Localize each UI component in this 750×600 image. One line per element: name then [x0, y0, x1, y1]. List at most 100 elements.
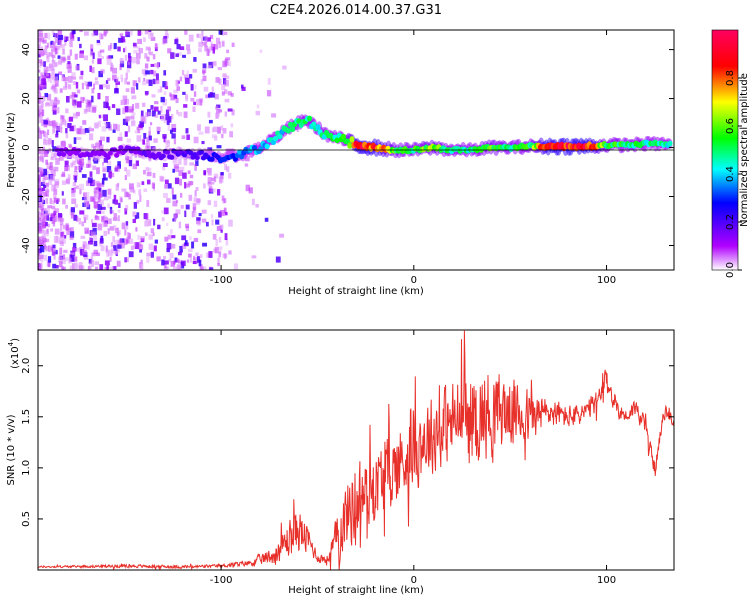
noise-cell [110, 242, 114, 248]
noise-cell [150, 69, 154, 75]
noise-cell [213, 126, 218, 133]
noise-cell [64, 38, 67, 46]
noise-cell [170, 52, 175, 59]
noise-cell [200, 266, 204, 270]
noise-cell [192, 260, 197, 264]
signal-cell [118, 145, 124, 150]
noise-cell [44, 92, 49, 98]
noise-cell [56, 126, 61, 131]
noise-cell [70, 207, 75, 213]
noise-cell [40, 96, 45, 100]
noise-cell [72, 160, 76, 166]
noise-cell [39, 205, 44, 211]
noise-cell [80, 248, 85, 256]
noise-cell [123, 48, 126, 53]
noise-cell [215, 37, 220, 45]
noise-cell [80, 70, 84, 76]
noise-cell [162, 81, 167, 88]
noise-cell [85, 192, 90, 197]
noise-cell [124, 257, 129, 263]
noise-cell [61, 191, 64, 196]
noise-cell [58, 217, 62, 222]
noise-cell [218, 246, 223, 251]
noise-cell [118, 202, 121, 209]
noise-cell [62, 198, 66, 205]
noise-cell [162, 134, 167, 139]
noise-cell [44, 32, 48, 39]
noise-cell [51, 248, 56, 256]
noise-cell [135, 102, 140, 109]
colorbar-label: Normalized spectral amplitude [739, 73, 750, 227]
noise-cell [116, 247, 120, 253]
noise-cell [79, 158, 85, 166]
noise-cell [201, 69, 207, 74]
noise-cell [172, 218, 176, 222]
noise-cell [53, 100, 59, 105]
noise-cell [103, 31, 107, 36]
noise-cell [128, 251, 134, 258]
noise-cell [139, 240, 142, 247]
noise-cell [137, 30, 142, 36]
noise-cell [144, 90, 149, 95]
noise-cell [124, 208, 128, 215]
noise-cell [228, 172, 232, 179]
noise-cell [38, 86, 40, 94]
noise-cell [73, 103, 76, 109]
noise-cell [68, 84, 72, 90]
noise-cell [131, 112, 136, 116]
noise-cell [116, 108, 121, 116]
snr-panel: 0.5 1.0 1.5 2.0 -100 0 100 Height of straight… [6, 329, 675, 596]
noise-cell [120, 74, 124, 80]
noise-cell [38, 193, 42, 198]
noise-cell [71, 98, 75, 104]
noise-cell [145, 213, 149, 221]
noise-cell [41, 100, 44, 108]
noise-cell [150, 251, 154, 258]
noise-cell [77, 128, 82, 135]
noise-cell [135, 160, 140, 167]
noise-cell [203, 170, 207, 175]
noise-cell [112, 266, 117, 270]
noise-cell [83, 214, 89, 220]
noise-cell [47, 78, 51, 82]
noise-cell [172, 200, 178, 207]
noise-cell [70, 32, 74, 39]
noise-cell [228, 250, 232, 255]
noise-cell [148, 243, 153, 250]
noise-cell [173, 89, 179, 94]
noise-cell [59, 219, 64, 226]
noise-cell [193, 197, 197, 203]
noise-cell [126, 138, 132, 143]
noise-cell [87, 99, 92, 107]
noise-cell [131, 95, 137, 100]
noise-cell [38, 49, 41, 55]
noise-cell [210, 188, 216, 193]
noise-cell [92, 234, 98, 241]
noise-cell [53, 210, 57, 216]
noise-cell [113, 74, 117, 81]
noise-cell [79, 155, 84, 161]
noise-cell [43, 240, 46, 247]
noise-cell [173, 164, 179, 169]
noise-cell [116, 77, 119, 83]
spectrogram-noise-layer [38, 30, 299, 270]
noise-cell [114, 79, 118, 83]
noise-cell [87, 81, 92, 87]
noise-cell [59, 44, 63, 48]
y-tick-label: 0 [21, 144, 32, 150]
noise-cell [59, 223, 63, 231]
noise-cell [164, 184, 168, 189]
noise-cell [97, 51, 102, 58]
noise-cell [184, 240, 188, 245]
noise-cell [41, 187, 46, 191]
noise-cell [98, 70, 103, 78]
noise-cell [199, 99, 203, 106]
noise-cell [76, 101, 82, 108]
noise-cell [102, 189, 107, 197]
noise-cell [76, 89, 81, 94]
noise-cell [68, 116, 74, 122]
noise-cell [211, 219, 214, 226]
noise-cell [60, 173, 66, 177]
noise-cell [146, 145, 150, 152]
noise-cell [230, 123, 234, 128]
